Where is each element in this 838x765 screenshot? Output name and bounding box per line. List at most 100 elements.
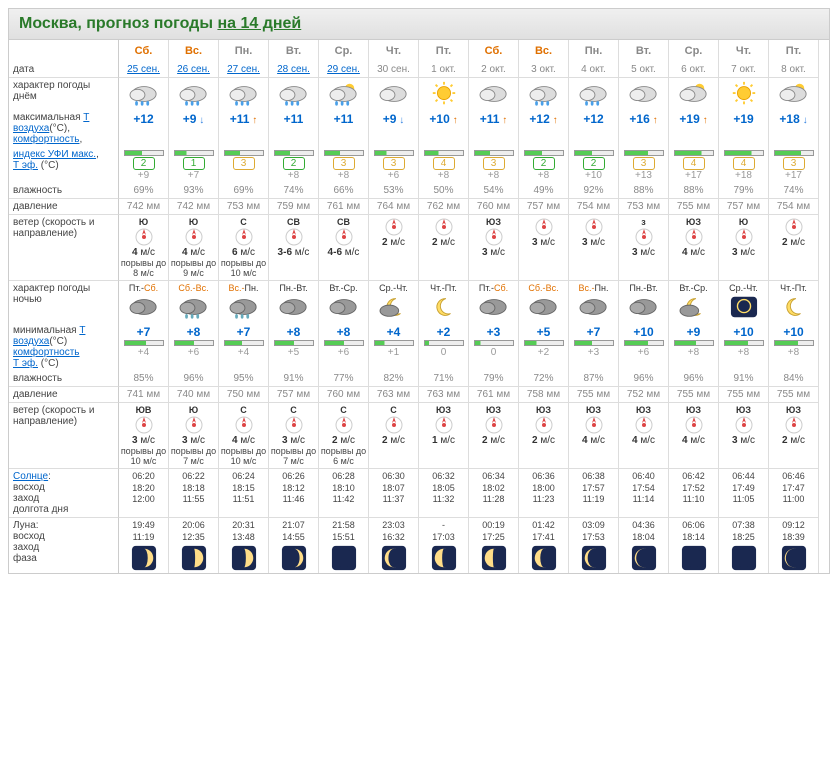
data-cell: 757 мм xyxy=(269,386,319,402)
day-header: Чт. xyxy=(370,42,417,60)
data-cell: 5 окт. xyxy=(619,62,669,77)
night-weather-icon xyxy=(676,302,712,313)
data-cell: 95% xyxy=(219,371,269,386)
row-label: индекс УФИ макс.,Т эф. (°C) xyxy=(9,147,119,183)
moon-phase-icon xyxy=(770,543,817,571)
weather-icon xyxy=(676,89,712,100)
data-cell: Ср. xyxy=(669,40,719,62)
weather-icon xyxy=(326,89,362,100)
weather-icon xyxy=(276,89,312,100)
data-cell: 757 мм xyxy=(719,198,769,214)
link-t-air[interactable]: Т воздуха xyxy=(13,112,89,134)
data-cell: 06:4017:5411:14 xyxy=(619,468,669,517)
data-cell: Пт.-Сб. xyxy=(469,280,519,323)
data-cell: 4+8 xyxy=(419,147,469,183)
moon-phase-icon xyxy=(170,543,217,571)
data-cell: 3+17 xyxy=(769,147,819,183)
data-cell: 96% xyxy=(669,371,719,386)
data-cell: 06:4417:4911:05 xyxy=(719,468,769,517)
data-cell: 762 мм xyxy=(419,198,469,214)
day-header: Чт. xyxy=(720,42,767,60)
date-link[interactable]: 26 сен. xyxy=(177,64,210,75)
night-weather-icon xyxy=(426,302,462,313)
moon-phase-icon xyxy=(220,543,267,571)
row-label: ветер (скорость и направление) xyxy=(9,402,119,468)
day-header: Сб. xyxy=(120,42,167,60)
data-cell: +20 xyxy=(419,323,469,371)
day-header: Пн. xyxy=(570,42,617,60)
data-cell: 07:3818:25 xyxy=(719,517,769,573)
data-cell: 82% xyxy=(369,371,419,386)
data-cell: Сб.-Вс. xyxy=(169,280,219,323)
night-weather-icon xyxy=(726,302,762,313)
data-cell: Вс.-Пн. xyxy=(219,280,269,323)
link-teff[interactable]: Т эф. xyxy=(13,160,38,171)
data-cell: 01:4217:41 xyxy=(519,517,569,573)
data-cell: 00:1917:25 xyxy=(469,517,519,573)
data-cell xyxy=(519,77,569,110)
link-teff-min[interactable]: Т эф. xyxy=(13,358,38,369)
data-cell: 54% xyxy=(469,183,519,198)
data-cell xyxy=(319,77,369,110)
link-sun[interactable]: Солнце xyxy=(13,471,48,482)
weather-icon xyxy=(176,89,212,100)
link-uvi-max[interactable]: макс. xyxy=(71,149,96,160)
data-cell xyxy=(769,77,819,110)
day-header: Пн. xyxy=(220,42,267,60)
data-cell: 2+8 xyxy=(269,147,319,183)
data-cell: 750 мм xyxy=(219,386,269,402)
data-cell: +12 xyxy=(569,110,619,147)
data-cell: 49% xyxy=(519,183,569,198)
data-cell: +10+8 xyxy=(769,323,819,371)
night-weather-icon xyxy=(476,302,512,313)
page-title: Москва, прогноз погоды на 14 дней xyxy=(9,9,829,40)
data-cell: 3+8 xyxy=(469,147,519,183)
data-cell: +7+4 xyxy=(219,323,269,371)
row-label: максимальная Т воздуха(°C), комфортность… xyxy=(9,110,119,147)
date-link[interactable]: 25 сен. xyxy=(127,64,160,75)
moon-phase-icon xyxy=(520,543,567,571)
data-cell: 53% xyxy=(369,183,419,198)
date-link[interactable]: 28 сен. xyxy=(277,64,310,75)
data-cell: Ю3 м/спорывы до 7 м/с xyxy=(169,402,219,468)
data-cell xyxy=(269,77,319,110)
title-text: Москва, прогноз погоды xyxy=(19,15,217,32)
link-uvi[interactable]: индекс УФИ xyxy=(13,149,71,160)
data-cell: 06:0618:14 xyxy=(669,517,719,573)
link-t-air-min[interactable]: Т воздуха xyxy=(13,325,85,347)
data-cell: 3+13 xyxy=(619,147,669,183)
data-cell: 69% xyxy=(219,183,269,198)
data-cell: Вс.-Пн. xyxy=(569,280,619,323)
data-cell: С3 м/спорывы до 7 м/с xyxy=(269,402,319,468)
row-label: Солнце:восходзаходдолгота дня xyxy=(9,468,119,517)
data-cell: 91% xyxy=(719,371,769,386)
night-weather-icon xyxy=(276,302,312,313)
data-cell: 25 сен. xyxy=(119,62,169,77)
data-cell: 06:3218:0511:32 xyxy=(419,468,469,517)
data-cell: 28 сен. xyxy=(269,62,319,77)
data-cell: 88% xyxy=(669,183,719,198)
data-cell: 74% xyxy=(269,183,319,198)
moon-phase-icon xyxy=(270,543,317,571)
date-link[interactable]: 27 сен. xyxy=(227,64,260,75)
data-cell: Пт. xyxy=(419,40,469,62)
data-cell: 754 мм xyxy=(569,198,619,214)
data-cell: 79% xyxy=(719,183,769,198)
data-cell: 06:2218:1811:55 xyxy=(169,468,219,517)
link-comfort-min[interactable]: комфортность xyxy=(13,347,80,358)
data-cell: 96% xyxy=(169,371,219,386)
data-cell: 50% xyxy=(419,183,469,198)
data-cell: +12 ↑ xyxy=(519,110,569,147)
data-cell: +9+8 xyxy=(669,323,719,371)
data-cell: 755 мм xyxy=(769,386,819,402)
data-cell: 06:2418:1511:51 xyxy=(219,468,269,517)
date-link[interactable]: 29 сен. xyxy=(327,64,360,75)
data-cell: 753 мм xyxy=(619,198,669,214)
data-cell: 03:0917:53 xyxy=(569,517,619,573)
data-cell: Вс. xyxy=(519,40,569,62)
row-label: влажность xyxy=(9,183,119,198)
link-comfort[interactable]: комфортность xyxy=(13,134,80,145)
data-cell: 4 окт. xyxy=(569,62,619,77)
data-cell: 760 мм xyxy=(319,386,369,402)
title-link[interactable]: на 14 дней xyxy=(217,15,301,32)
